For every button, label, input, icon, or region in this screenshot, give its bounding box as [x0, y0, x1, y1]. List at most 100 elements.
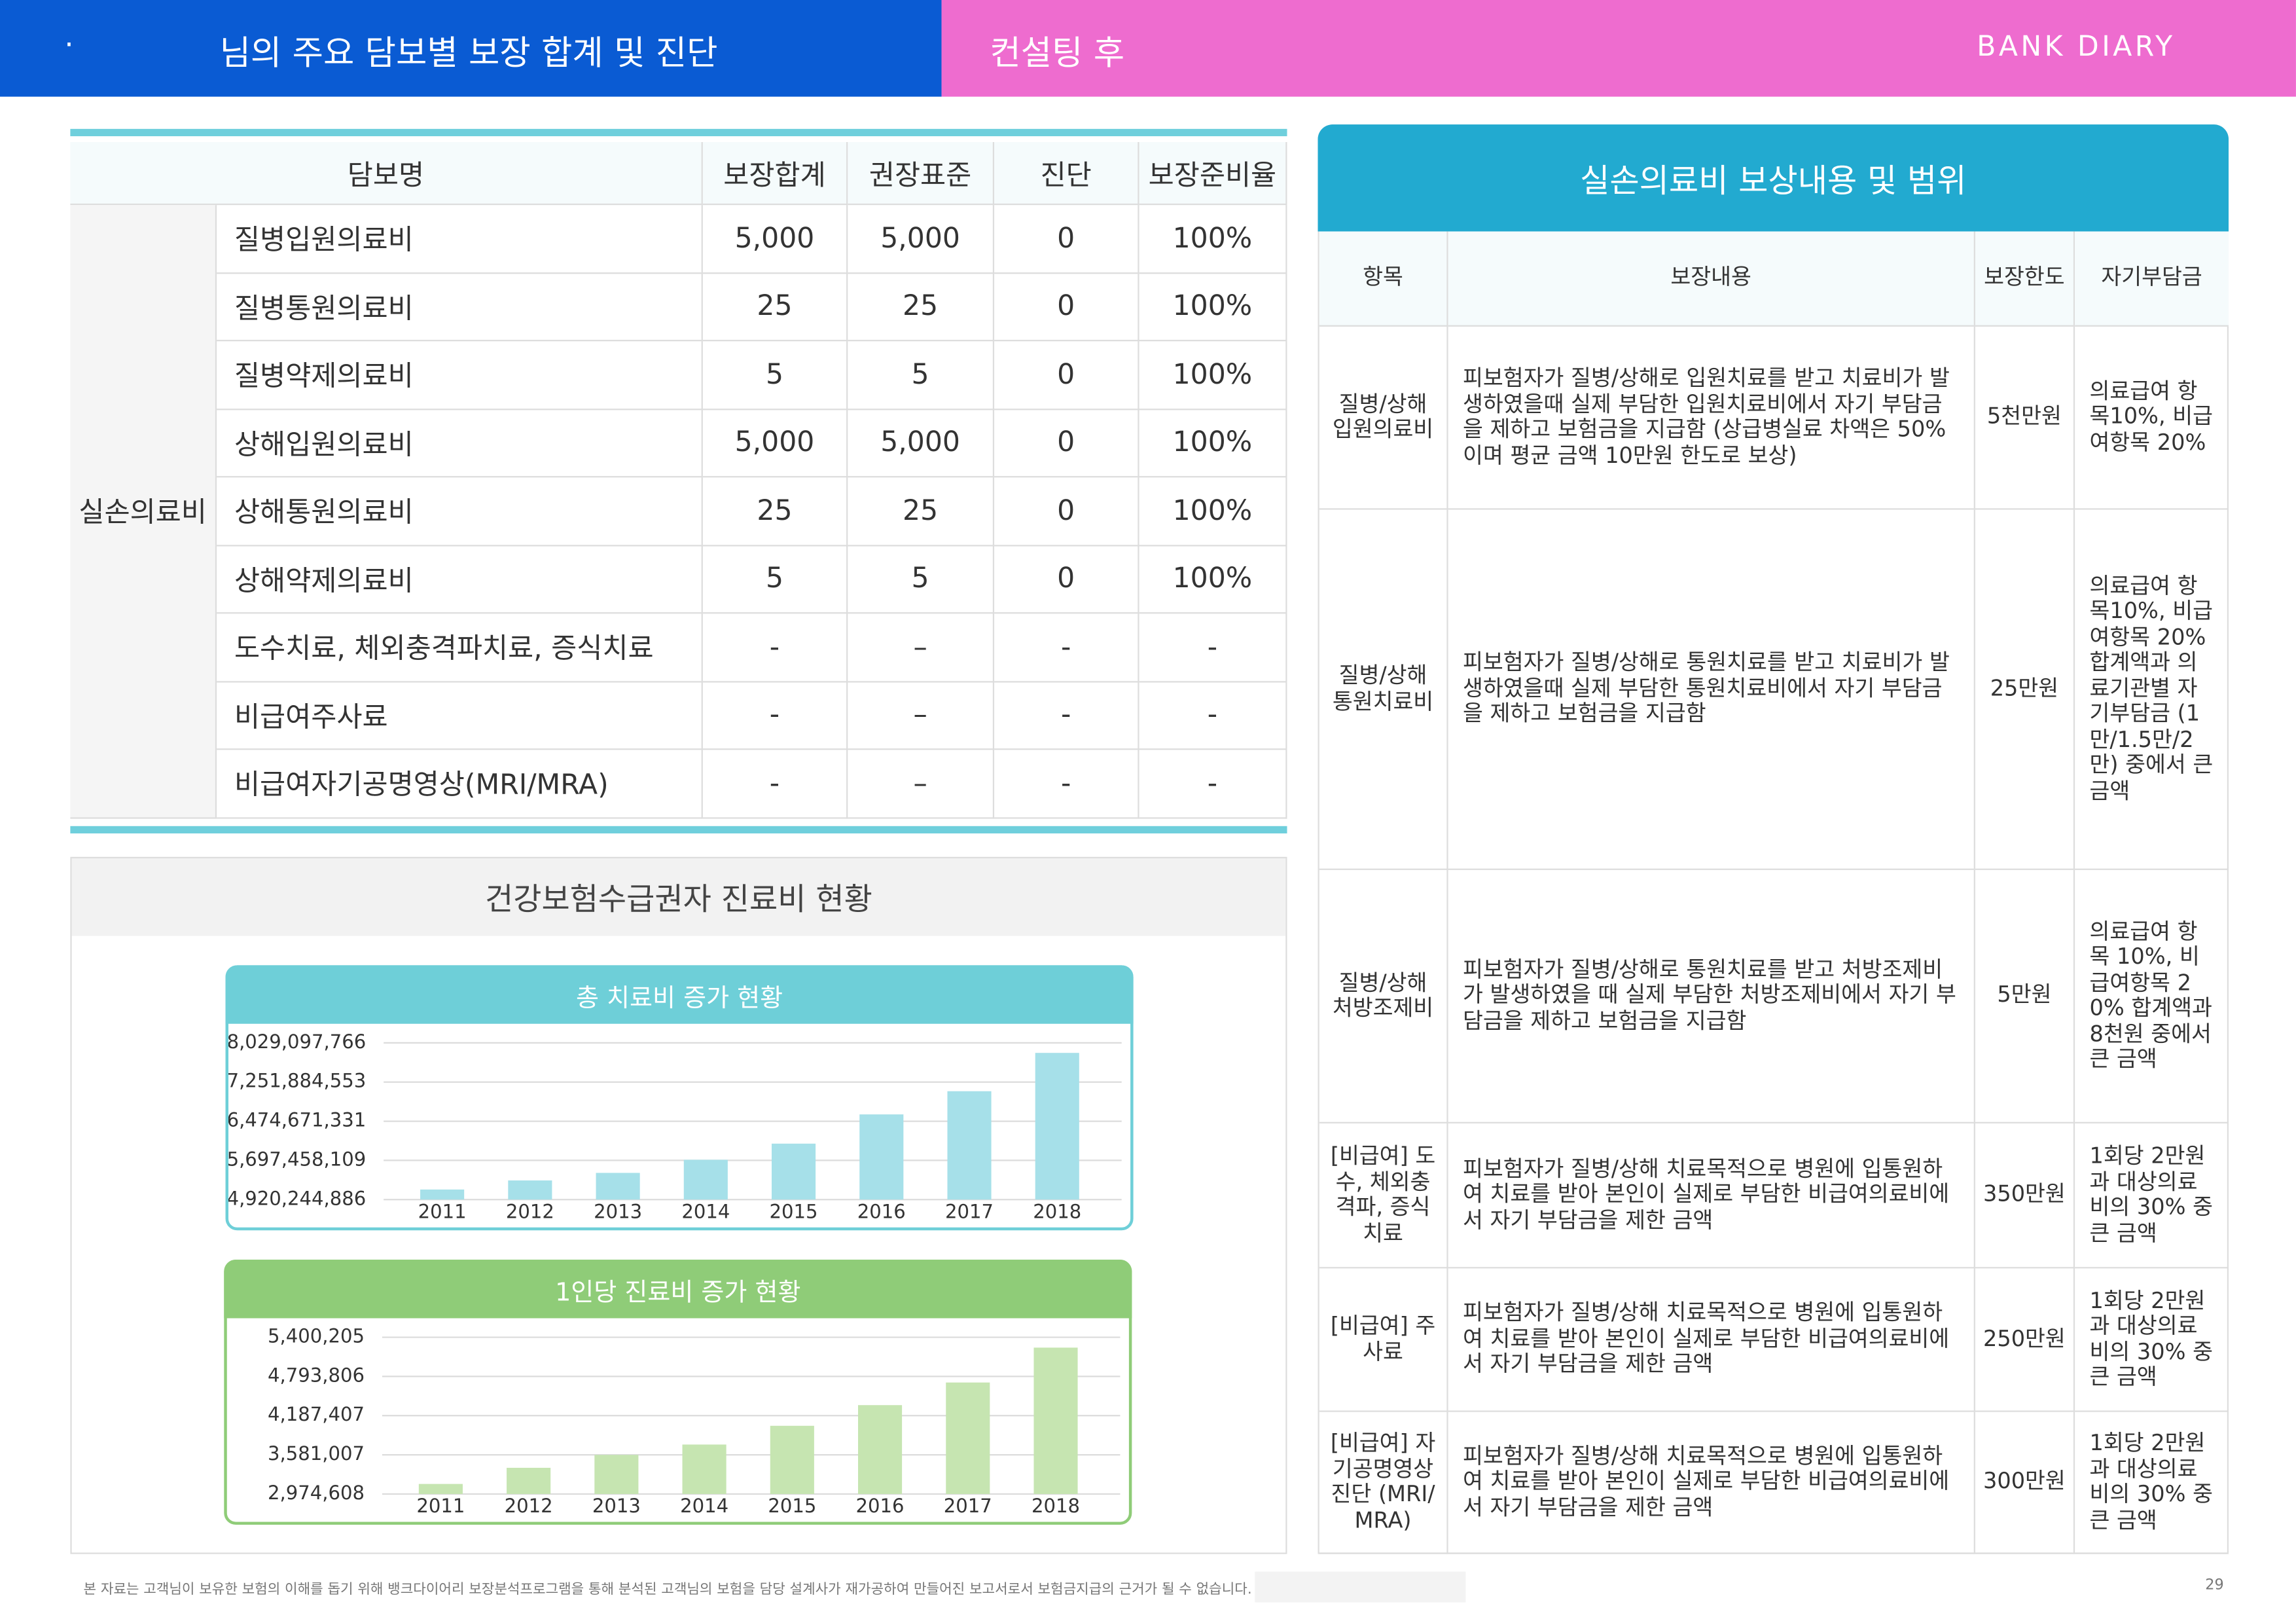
group-cell: 실손의료비 — [70, 205, 217, 818]
bar — [594, 1455, 639, 1494]
row-name: 도수치료, 체외충격파치료, 증식치료 — [217, 613, 703, 682]
table-cell: 0 — [994, 273, 1139, 342]
column-header: 보장한도 — [1975, 231, 2075, 327]
table-cell: 25 — [848, 273, 995, 342]
x-tick-label: 2014 — [680, 1495, 728, 1517]
footer-box — [1255, 1571, 1466, 1603]
table-cell: - — [994, 682, 1139, 750]
x-tick-label: 2018 — [1033, 1200, 1081, 1222]
bar — [857, 1405, 903, 1494]
table-cell: 0 — [994, 409, 1139, 478]
table-cell: [비급여] 주사료 — [1319, 1268, 1448, 1412]
row-name: 질병약제의료비 — [217, 341, 703, 410]
table-cell: 0 — [994, 477, 1139, 546]
table-cell: 100% — [1139, 409, 1287, 478]
table-cell: 1회당 2만원과 대상의료비의 30% 중 큰 금액 — [2075, 1268, 2229, 1412]
y-tick-label: 5,697,458,109 — [228, 1148, 366, 1170]
table-cell: [비급여] 도수, 체외충격파, 증식치료 — [1319, 1123, 1448, 1269]
y-tick-label: 4,920,244,886 — [228, 1187, 366, 1209]
table-cell: 피보험자가 질병/상해 치료목적으로 병원에 입통원하여 치료를 받아 본인이 … — [1448, 1268, 1975, 1412]
x-tick-label: 2013 — [592, 1495, 641, 1517]
table-cell: - — [1139, 682, 1287, 750]
x-tick-label: 2016 — [856, 1495, 905, 1517]
logo: BANK DIARY — [1977, 30, 2176, 64]
column-header: 진단 — [994, 142, 1139, 206]
compensation-table: 실손의료비 보상내용 및 범위 항목 보장내용 보장한도 자기부담금 질병/상해 입원의료… — [1318, 124, 2229, 1554]
y-tick-label: 5,400,205 — [268, 1325, 365, 1347]
table-cell: 100% — [1139, 545, 1287, 614]
y-tick-label: 7,251,884,553 — [228, 1070, 366, 1092]
bar — [418, 1484, 463, 1494]
bar — [596, 1173, 640, 1200]
table-cell: [비급여] 자기공명영상진단 (MRI/MRA) — [1319, 1412, 1448, 1554]
x-tick-label: 2014 — [681, 1200, 730, 1222]
table-cell: 1회당 2만원과 대상의료비의 30% 중 큰 금액 — [2075, 1412, 2229, 1554]
page-number: 29 — [2205, 1577, 2224, 1594]
table-cell: – — [848, 613, 995, 682]
x-tick-label: 2015 — [770, 1200, 818, 1222]
y-tick-label: 8,029,097,766 — [228, 1030, 366, 1053]
column-header: 보장내용 — [1448, 231, 1975, 327]
y-tick-label: 4,793,806 — [268, 1364, 365, 1386]
table-cell: 5 — [702, 341, 848, 410]
table-cell: 5,000 — [848, 205, 995, 274]
table-cell: 350만원 — [1975, 1123, 2075, 1269]
table-cell: 25 — [848, 477, 995, 546]
table-cell: 300만원 — [1975, 1412, 2075, 1554]
bar — [859, 1114, 904, 1200]
table-cell: 25만원 — [1975, 509, 2075, 870]
table-cell: - — [1139, 750, 1287, 818]
column-header: 권장표준 — [848, 142, 995, 206]
table-cell: 5 — [848, 545, 995, 614]
x-tick-label: 2012 — [505, 1495, 553, 1517]
header-dot: · — [64, 26, 74, 62]
bar — [772, 1143, 816, 1200]
table-cell: 0 — [994, 205, 1139, 274]
table-cell: 100% — [1139, 341, 1287, 410]
row-name: 상해입원의료비 — [217, 409, 703, 478]
column-header: 자기부담금 — [2075, 231, 2229, 327]
y-tick-label: 3,581,007 — [268, 1442, 365, 1465]
y-tick-label: 4,187,407 — [268, 1403, 365, 1425]
table-cell: 0 — [994, 341, 1139, 410]
table-cell: - — [702, 613, 848, 682]
table-cell: – — [848, 750, 995, 818]
table-cell: 100% — [1139, 205, 1287, 274]
chart-title: 총 치료비 증가 현황 — [225, 965, 1134, 1024]
x-tick-label: 2017 — [945, 1200, 994, 1222]
table-cell: - — [994, 613, 1139, 682]
header-title: 님의 주요 담보별 보장 합계 및 진단 — [219, 35, 718, 73]
x-tick-label: 2011 — [416, 1495, 465, 1517]
table-cell: 1회당 2만원과 대상의료비의 30% 중 큰 금액 — [2075, 1123, 2229, 1269]
table-cell: 5만원 — [1975, 869, 2075, 1123]
chart-panel: 건강보험수급권자 진료비 현황 — [70, 856, 1287, 1554]
row-name: 비급여주사료 — [217, 682, 703, 750]
table-cell: - — [1139, 613, 1287, 682]
table-cell: 100% — [1139, 273, 1287, 342]
footer-note: 본 자료는 고객님이 보유한 보험의 이해를 돕기 위해 뱅크다이어리 보장분석… — [83, 1582, 1252, 1598]
row-name: 질병통원의료비 — [217, 273, 703, 342]
chart: 2,974,608 3,581,007 4,187,407 4,793,806 5,40… — [268, 1325, 1121, 1517]
x-tick-label: 2011 — [418, 1200, 467, 1222]
column-header: 항목 — [1319, 231, 1448, 327]
table-cell: 5천만원 — [1975, 326, 2075, 510]
chart: 4,920,244,886 5,697,458,109 6,474,671,331 7… — [228, 1030, 1122, 1222]
x-tick-label: 2015 — [768, 1495, 816, 1517]
y-tick-label: 6,474,671,331 — [228, 1109, 366, 1131]
row-name: 비급여자기공명영상(MRI/MRA) — [217, 750, 703, 818]
x-tick-label: 2012 — [506, 1200, 554, 1222]
table-cell: 질병/상해 처방조제비 — [1319, 869, 1448, 1123]
table-cell: 5,000 — [848, 409, 995, 478]
bar — [770, 1425, 814, 1494]
bar — [946, 1382, 990, 1494]
table-cell: 의료급여 항목10%, 비급여항목 20% — [2075, 327, 2229, 510]
table-cell: 피보험자가 질병/상해로 통원치료를 받고 치료비가 발생하였을때 실제 부담한… — [1448, 509, 1975, 870]
table-cell: 피보험자가 질병/상해로 통원치료를 받고 처방조제비가 발생하였을 때 실제 … — [1448, 869, 1975, 1123]
table-cell: 25 — [702, 477, 848, 546]
chart-box: 1인당 진료비 증가 현황 2,974,608 3,581,007 4,187,407… — [224, 1259, 1132, 1525]
bar — [947, 1091, 992, 1200]
table-cell: 피보험자가 질병/상해 치료목적으로 병원에 입통원하여 치료를 받아 본인이 … — [1448, 1412, 1975, 1554]
